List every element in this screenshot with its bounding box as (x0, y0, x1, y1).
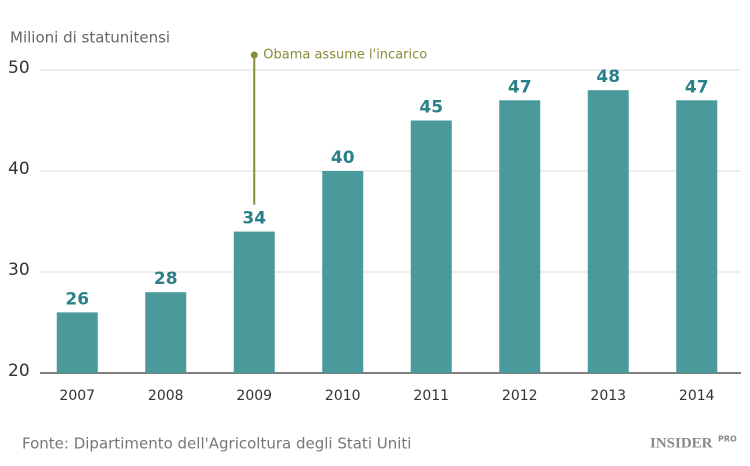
bar (322, 171, 364, 373)
x-tick-label: 2009 (236, 388, 272, 404)
x-tick-label: 2011 (413, 388, 449, 404)
x-tick-label: 2013 (590, 388, 626, 404)
value-label: 48 (596, 67, 620, 87)
bar (499, 100, 541, 374)
x-tick-label: 2010 (325, 388, 361, 404)
value-label: 45 (419, 98, 443, 118)
x-tick-label: 2007 (59, 388, 95, 404)
bar (676, 100, 718, 374)
value-label: 47 (685, 77, 709, 97)
value-label: 40 (331, 148, 355, 168)
y-tick-label: 40 (8, 159, 30, 179)
value-label: 26 (65, 289, 89, 309)
logo: INSIDER (650, 435, 713, 451)
annotation-dot (250, 51, 258, 59)
bar (410, 120, 452, 373)
value-label: 28 (154, 269, 178, 289)
source: Fonte: Dipartimento dell'Agricoltura deg… (22, 435, 411, 453)
y-tick-label: 30 (8, 260, 30, 280)
y-axis-label: Milioni di statunitensi (10, 29, 170, 47)
bar (233, 231, 275, 373)
y-tick-label: 20 (8, 361, 30, 381)
value-label: 34 (242, 209, 266, 229)
bar (56, 312, 98, 373)
annotation-text: Obama assume l'incarico (263, 48, 427, 63)
x-tick-label: 2008 (148, 388, 184, 404)
y-tick-label: 50 (8, 58, 30, 78)
bar (145, 292, 187, 373)
x-tick-label: 2014 (679, 388, 715, 404)
x-tick-label: 2012 (502, 388, 538, 404)
value-label: 47 (508, 77, 532, 97)
logo-sup: PRO (718, 435, 737, 444)
bar (587, 90, 629, 373)
